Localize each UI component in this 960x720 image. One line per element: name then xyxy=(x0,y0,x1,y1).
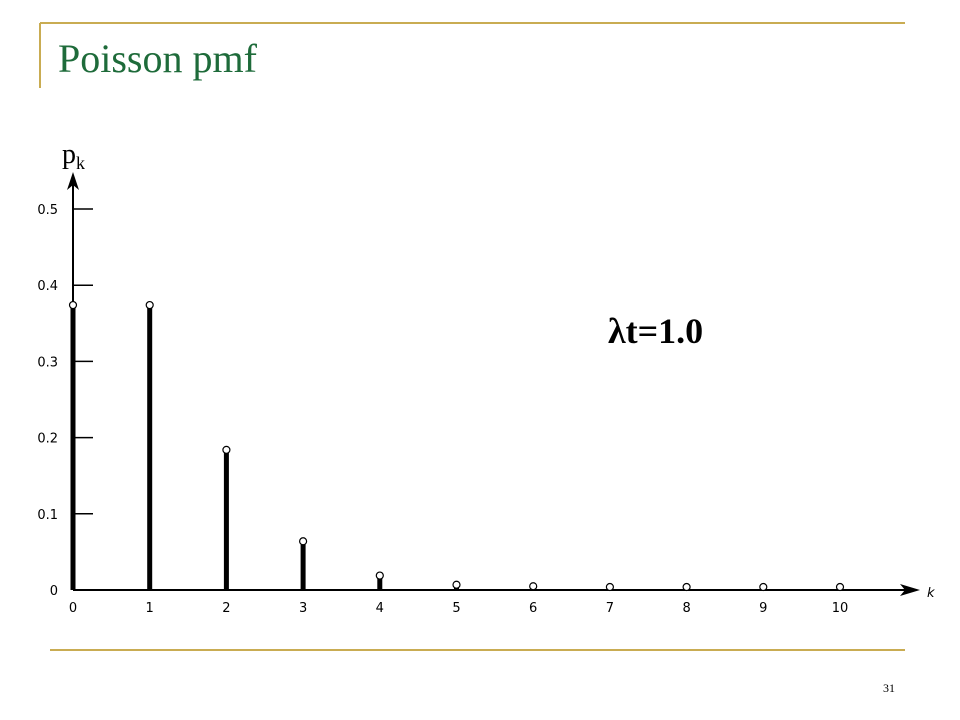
x-axis-label: k xyxy=(927,586,935,601)
stem-marker xyxy=(682,582,691,592)
slide-title: Poisson pmf xyxy=(58,36,258,81)
x-tick-label: 3 xyxy=(299,601,307,616)
y-tick-label: 0.2 xyxy=(37,432,58,447)
x-axis-arrow xyxy=(900,584,920,596)
x-tick-label: 8 xyxy=(682,601,690,616)
page-number: 31 xyxy=(883,681,895,695)
x-tick-label: 6 xyxy=(529,601,537,616)
stem-marker xyxy=(145,300,154,310)
y-tick-label: 0.4 xyxy=(37,279,58,294)
y-axis-label: pk xyxy=(62,139,85,173)
stem-marker xyxy=(529,582,538,591)
y-tick-label: 0 xyxy=(50,584,58,599)
x-tick-label: 4 xyxy=(376,601,384,616)
x-tick-label: 1 xyxy=(146,601,154,616)
y-axis-label-main: p xyxy=(62,139,76,170)
stem-marker xyxy=(452,580,461,589)
y-tick-label: 0.1 xyxy=(37,508,58,523)
y-axis-label-sub: k xyxy=(76,153,85,173)
y-axis-arrow xyxy=(67,172,79,190)
x-tick-label: 0 xyxy=(69,601,77,616)
annotation: λt=1.0 xyxy=(608,311,703,351)
stem-marker xyxy=(375,571,384,580)
x-tick-label: 5 xyxy=(452,601,460,616)
stem-marker xyxy=(759,582,768,592)
x-tick-label: 7 xyxy=(606,601,614,616)
stem-marker xyxy=(605,582,615,592)
x-tick-label: 2 xyxy=(222,601,230,616)
y-tick-label: 0.3 xyxy=(37,355,58,370)
stem-marker xyxy=(68,300,78,310)
x-tick-label: 10 xyxy=(832,601,849,616)
stem-marker xyxy=(299,537,308,546)
stem-marker xyxy=(222,445,231,454)
stem-marker xyxy=(835,582,845,592)
x-tick-label: 9 xyxy=(759,601,767,616)
y-tick-label: 0.5 xyxy=(37,203,58,218)
